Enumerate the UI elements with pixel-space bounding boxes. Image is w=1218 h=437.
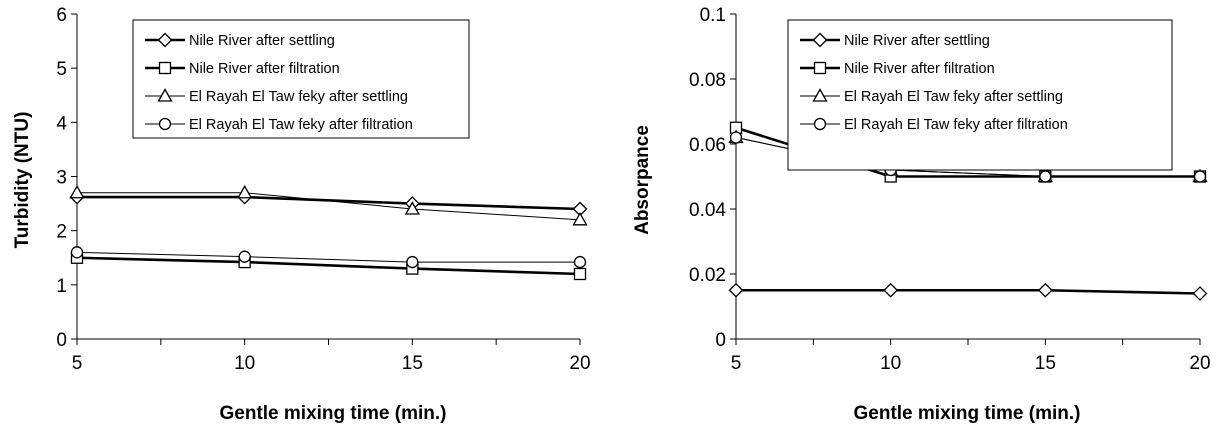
x-tick-label: 20: [1189, 353, 1210, 374]
data-point-circle: [70, 246, 84, 259]
y-tick-label: 0.04: [689, 200, 726, 221]
legend-entry: El Rayah El Taw feky after settling: [189, 89, 408, 105]
x-tick-label: 10: [880, 353, 901, 374]
x-tick-label: 5: [72, 353, 83, 374]
data-point-circle: [729, 131, 743, 144]
x-tick-label: 20: [569, 353, 590, 374]
data-point-circle: [573, 255, 587, 269]
y-tick-label: 0.02: [689, 265, 726, 286]
y-tick-label: 0: [56, 330, 67, 351]
series-line-4: [76, 251, 580, 263]
data-point-triangle: [404, 201, 420, 215]
legend-box: [787, 19, 1173, 171]
legend-entry: El Rayah El Taw feky after filtration: [189, 117, 413, 133]
x-axis-title: Gentle mixing time (min.): [220, 403, 447, 424]
legend-entry: Nile River after settling: [844, 33, 990, 49]
y-tick-label: 0.06: [689, 135, 726, 156]
turbidity-chart-svg: Turbidity (NTU) Gentle mixing time (min.…: [12, 5, 591, 424]
y-tick-label: 4: [56, 113, 67, 134]
data-point-circle: [406, 255, 419, 269]
legend-entry: Nile River after filtration: [189, 61, 340, 77]
data-point-diamond: [1192, 286, 1208, 301]
y-tick-label: 5: [56, 59, 67, 80]
y-tick-label: 3: [56, 168, 67, 189]
legend-marker-square: [813, 61, 827, 75]
y-tick-label: 0.1: [700, 5, 726, 26]
y-tick-label: 2: [56, 222, 67, 243]
data-point-circle: [238, 250, 251, 263]
data-point-triangle: [572, 212, 588, 226]
y-tick-label: 0.08: [689, 70, 726, 91]
data-point-circle: [1039, 170, 1052, 183]
legend-entry: El Rayah El Taw feky after filtration: [844, 117, 1068, 133]
legend-marker-triangle: [157, 88, 173, 102]
absorbance-chart: Absorpance Gentle mixing time (min.) 0 0.…: [610, 0, 1218, 432]
data-point-diamond: [883, 282, 899, 298]
x-tick-label: 15: [1035, 353, 1056, 374]
y-tick-label: 6: [56, 5, 67, 26]
data-point-square: [573, 267, 587, 281]
data-point-diamond: [728, 282, 744, 298]
legend-box: [132, 19, 470, 139]
legend-marker-diamond: [157, 32, 173, 48]
series-line-3: [77, 192, 581, 221]
legend-marker-circle: [813, 117, 827, 131]
legend: Nile River after settling Nile River afte…: [132, 19, 470, 139]
legend-marker-circle: [158, 117, 172, 131]
data-point-circle: [1193, 170, 1207, 183]
data-point-triangle: [237, 184, 253, 199]
y-axis-title: Absorpance: [632, 125, 653, 235]
x-tick-label: 10: [234, 353, 255, 374]
series-line-1: [736, 288, 1201, 295]
legend-marker-square: [158, 61, 172, 75]
x-tick-label: 5: [731, 353, 742, 374]
legend-marker-diamond: [812, 32, 828, 48]
x-tick-label: 15: [402, 353, 423, 374]
turbidity-chart: Turbidity (NTU) Gentle mixing time (min.…: [0, 0, 610, 432]
legend-entry: Nile River after settling: [189, 33, 335, 49]
legend: Nile River after settling Nile River afte…: [787, 19, 1173, 171]
y-tick-label: 0: [715, 330, 726, 351]
y-tick-label: 1: [56, 276, 67, 297]
legend-marker-triangle: [812, 88, 828, 102]
series-line-1: [77, 195, 581, 211]
data-point-triangle: [69, 184, 85, 199]
legend-entry: El Rayah El Taw feky after settling: [844, 89, 1063, 105]
absorbance-chart-svg: Absorpance Gentle mixing time (min.) 0 0.…: [632, 5, 1211, 424]
legend-entry: Nile River after filtration: [844, 61, 995, 77]
y-axis-title: Turbidity (NTU): [12, 112, 33, 249]
data-point-diamond: [1037, 282, 1053, 298]
x-axis-title: Gentle mixing time (min.): [854, 403, 1081, 424]
series-line-2: [76, 256, 581, 276]
